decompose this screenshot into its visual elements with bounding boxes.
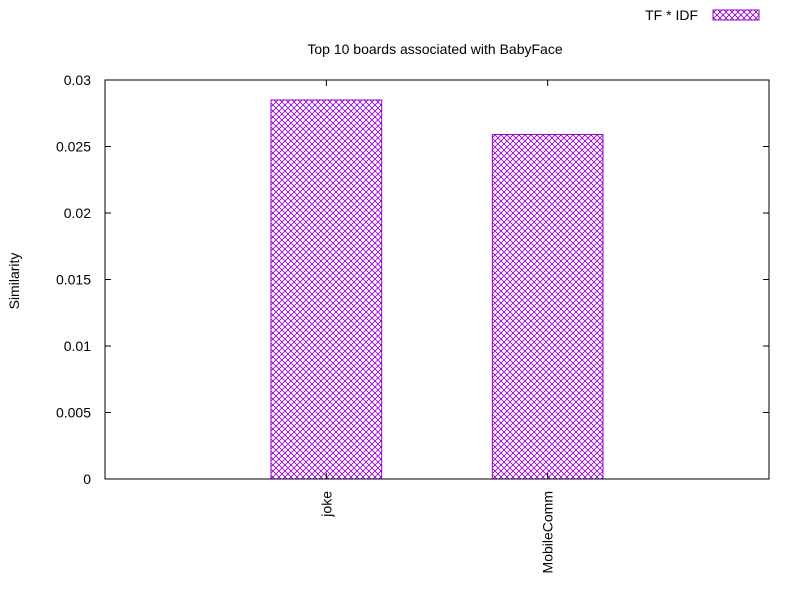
y-tick-label: 0.025 xyxy=(56,139,91,155)
x-tick-label-joke: joke xyxy=(318,491,334,518)
y-tick-label: 0.01 xyxy=(64,338,91,354)
y-axis-label: Similarity xyxy=(6,253,22,310)
bar-mobilecomm xyxy=(491,134,604,480)
y-ticks-group: 0 0.005 0.01 0.015 0.02 0.025 0.03 xyxy=(56,72,769,487)
bars-group xyxy=(270,99,604,480)
x-tick-label-mobilecomm: MobileComm xyxy=(540,491,556,573)
legend-swatch xyxy=(712,9,760,21)
y-tick-label: 0.015 xyxy=(56,272,91,288)
plot-frame xyxy=(104,79,770,480)
y-tick-label: 0.02 xyxy=(64,205,91,221)
y-tick-label: 0.03 xyxy=(64,72,91,88)
chart-title: Top 10 boards associated with BabyFace xyxy=(307,41,562,57)
bar-joke xyxy=(270,99,383,480)
x-tick-labels-group: joke MobileComm xyxy=(318,80,556,573)
legend-label: TF * IDF xyxy=(645,7,698,23)
y-tick-label: 0 xyxy=(83,471,91,487)
legend: TF * IDF xyxy=(645,7,760,23)
y-tick-label: 0.005 xyxy=(56,405,91,421)
